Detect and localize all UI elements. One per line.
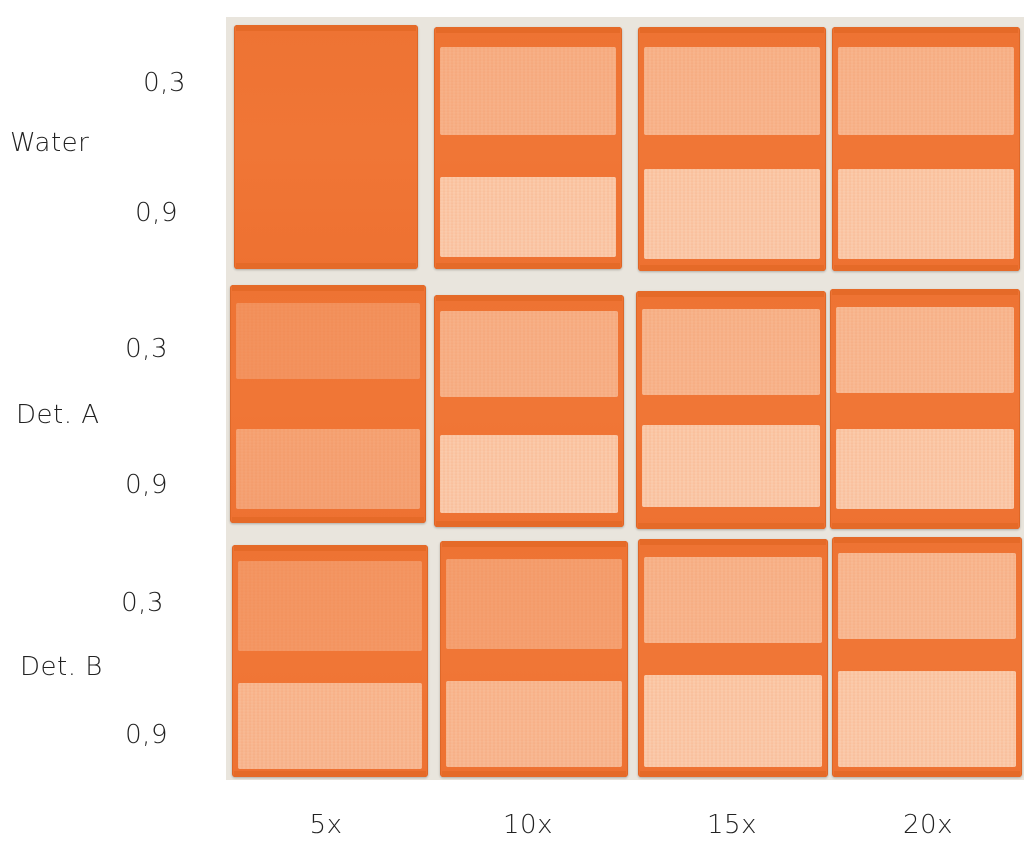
col-5x-label: 5x	[309, 810, 343, 840]
deta-label: Det. A	[16, 400, 100, 430]
tile-deta-20x	[830, 289, 1020, 529]
detb-label: Det. B	[20, 652, 103, 682]
col-15x-label: 15x	[707, 810, 757, 840]
tile-detb-10x	[440, 541, 628, 777]
tile-detb-15x	[638, 539, 828, 777]
tile-water-20x	[832, 27, 1020, 271]
abrasion-test-photo	[226, 17, 1024, 780]
tile-detb-5x	[232, 545, 428, 777]
water-lower-label: 0,9	[135, 198, 178, 228]
tile-water-5x	[234, 25, 418, 269]
water-upper-label: 0,3	[143, 68, 186, 98]
water-label: Water	[10, 128, 90, 158]
tile-deta-10x	[434, 295, 624, 527]
detb-lower-label: 0,9	[125, 720, 168, 750]
tile-deta-5x	[230, 285, 426, 523]
row-labels: 0,3 Water 0,9 0,3 Det. A 0,9 0,3 Det. B …	[0, 0, 226, 780]
tile-detb-20x	[832, 537, 1022, 777]
tile-deta-15x	[636, 291, 826, 529]
deta-upper-label: 0,3	[125, 334, 168, 364]
col-10x-label: 10x	[503, 810, 553, 840]
col-20x-label: 20x	[903, 810, 953, 840]
deta-lower-label: 0,9	[125, 470, 168, 500]
tile-water-10x	[434, 27, 622, 269]
column-labels: 5x 10x 15x 20x	[226, 800, 1024, 840]
tile-water-15x	[638, 27, 826, 271]
detb-upper-label: 0,3	[121, 588, 164, 618]
